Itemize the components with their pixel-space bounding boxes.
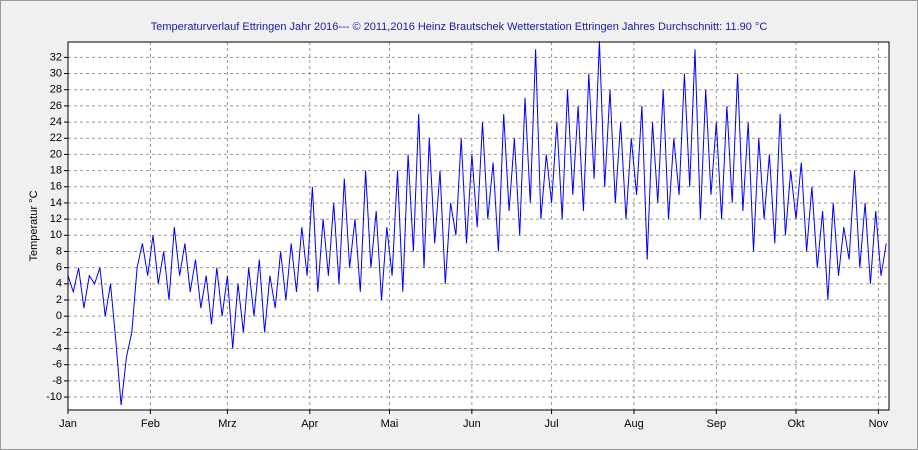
y-tick-label: 0 — [56, 310, 62, 322]
chart-title: Temperaturverlauf Ettringen Jahr 2016---… — [151, 21, 768, 33]
y-tick-label: 10 — [50, 229, 62, 241]
y-tick-label: 30 — [50, 67, 62, 79]
y-tick-label: 12 — [50, 213, 62, 225]
y-tick-label: 32 — [50, 51, 62, 63]
temperature-line — [67, 41, 887, 406]
plot-area — [68, 42, 889, 410]
y-tick-label: 22 — [50, 132, 62, 144]
y-tick-label: -2 — [52, 326, 62, 338]
x-tick-label: Nov — [869, 418, 889, 430]
x-tick-label: Mrz — [218, 418, 236, 430]
y-tick-label: 16 — [50, 181, 62, 193]
y-tick-label: -6 — [52, 359, 62, 371]
y-tick-label: 28 — [50, 84, 62, 96]
y-tick-label: -10 — [46, 391, 62, 403]
y-tick-label: 26 — [50, 100, 62, 112]
x-tick-label: Apr — [301, 418, 318, 430]
y-tick-label: 4 — [56, 278, 62, 290]
y-tick-label: 2 — [56, 294, 62, 306]
x-tick-label: Mai — [381, 418, 399, 430]
y-tick-label: 20 — [50, 148, 62, 160]
x-tick-label: Okt — [787, 418, 804, 430]
plot-border — [67, 41, 890, 411]
x-tick-label: Jun — [463, 418, 481, 430]
y-tick-label: 8 — [56, 245, 62, 257]
y-tick-label: -8 — [52, 375, 62, 387]
x-tick-label: Sep — [707, 418, 727, 430]
y-tick-label: 6 — [56, 262, 62, 274]
y-tick-label: -4 — [52, 342, 62, 354]
y-axis-label: Temperatur °C — [28, 190, 40, 261]
y-tick-label: 14 — [50, 197, 62, 209]
x-tick-label: Aug — [624, 418, 644, 430]
y-tick-label: 18 — [50, 165, 62, 177]
y-tick-label: 24 — [50, 116, 62, 128]
x-tick-label: Jul — [545, 418, 559, 430]
x-tick-label: Jan — [59, 418, 77, 430]
x-tick-label: Feb — [141, 418, 160, 430]
